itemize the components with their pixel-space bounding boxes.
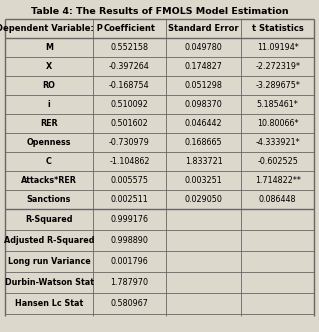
Text: Sanctions: Sanctions: [27, 195, 71, 204]
Text: 1.714822**: 1.714822**: [255, 176, 300, 185]
Text: Adjusted R-Squared: Adjusted R-Squared: [4, 236, 94, 245]
Text: -2.272319*: -2.272319*: [255, 62, 300, 71]
Text: Attacks*RER: Attacks*RER: [21, 176, 77, 185]
Text: 11.09194*: 11.09194*: [257, 43, 299, 52]
Text: -0.168754: -0.168754: [109, 81, 150, 90]
Text: 0.051298: 0.051298: [185, 81, 222, 90]
Text: R-Squared: R-Squared: [25, 215, 73, 224]
Text: RER: RER: [40, 119, 58, 128]
Text: C: C: [46, 157, 52, 166]
Text: -4.333921*: -4.333921*: [256, 138, 300, 147]
Text: 0.999176: 0.999176: [110, 215, 148, 224]
Text: 0.168665: 0.168665: [185, 138, 222, 147]
Text: 0.552158: 0.552158: [110, 43, 148, 52]
Text: 0.046442: 0.046442: [185, 119, 222, 128]
Text: 0.003251: 0.003251: [185, 176, 222, 185]
Text: 0.001796: 0.001796: [110, 257, 148, 266]
Text: Durbin-Watson Stat: Durbin-Watson Stat: [4, 278, 93, 287]
Text: 0.580967: 0.580967: [110, 299, 148, 308]
Text: 1.787970: 1.787970: [110, 278, 148, 287]
Text: Dependent Variable: P: Dependent Variable: P: [0, 24, 102, 33]
Text: -0.397264: -0.397264: [109, 62, 150, 71]
Text: Coefficient: Coefficient: [103, 24, 155, 33]
Text: 0.002511: 0.002511: [110, 195, 148, 204]
Text: t Statistics: t Statistics: [252, 24, 304, 33]
Text: 0.998890: 0.998890: [110, 236, 148, 245]
Text: -1.104862: -1.104862: [109, 157, 150, 166]
Text: 10.80066*: 10.80066*: [257, 119, 299, 128]
Text: 1.833721: 1.833721: [185, 157, 222, 166]
Text: X: X: [46, 62, 52, 71]
Text: Hansen Lc Stat: Hansen Lc Stat: [15, 299, 83, 308]
Text: 0.174827: 0.174827: [185, 62, 222, 71]
Text: 5.185461*: 5.185461*: [257, 100, 299, 109]
Text: 0.029050: 0.029050: [185, 195, 222, 204]
Text: -0.602525: -0.602525: [257, 157, 298, 166]
Text: Long run Variance: Long run Variance: [8, 257, 90, 266]
Text: 0.098370: 0.098370: [185, 100, 222, 109]
Text: 0.005575: 0.005575: [110, 176, 148, 185]
Text: M: M: [45, 43, 53, 52]
Text: 0.086448: 0.086448: [259, 195, 296, 204]
Text: -0.730979: -0.730979: [109, 138, 150, 147]
Text: RO: RO: [43, 81, 56, 90]
Text: i: i: [48, 100, 50, 109]
Text: Standard Error: Standard Error: [168, 24, 239, 33]
Text: Openness: Openness: [27, 138, 71, 147]
Text: 0.049780: 0.049780: [185, 43, 222, 52]
Text: 0.501602: 0.501602: [110, 119, 148, 128]
Text: 0.510092: 0.510092: [110, 100, 148, 109]
Text: Table 4: The Results of FMOLS Model Estimation: Table 4: The Results of FMOLS Model Esti…: [31, 7, 288, 16]
Text: -3.289675*: -3.289675*: [255, 81, 300, 90]
